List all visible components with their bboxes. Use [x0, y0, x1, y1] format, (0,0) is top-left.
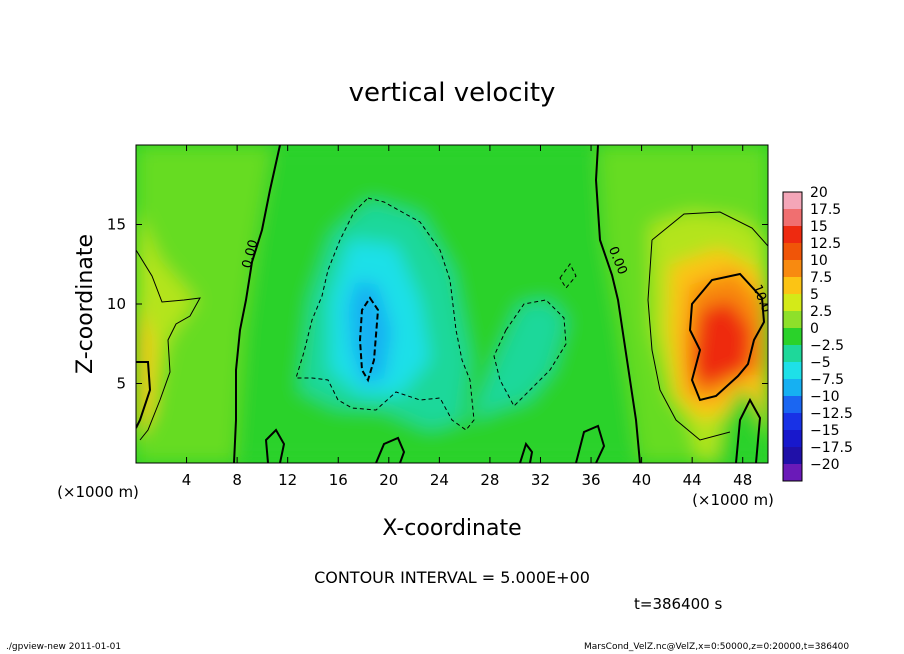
x-tick-label: 4 [182, 471, 192, 489]
x-tick-label: 16 [329, 471, 348, 489]
colorbar-label: 5 [810, 287, 819, 303]
colorbar-label: −5 [810, 355, 831, 371]
colorbar-swatch [783, 345, 802, 362]
contour-zero-bottom-d [575, 424, 606, 463]
x-axis-label: X-coordinate [382, 516, 521, 541]
colorbar-swatch [783, 362, 802, 379]
y-tick-label: 10 [107, 295, 126, 313]
contour-zero-bottom-e [735, 397, 762, 463]
colorbar-label: −10 [810, 389, 840, 405]
contour-label: 0.00 [240, 238, 262, 270]
colorbar-swatch [783, 209, 802, 226]
contour-interval-text: CONTOUR INTERVAL = 5.000E+00 [314, 568, 590, 587]
field-secondary-downdraft [470, 300, 566, 420]
x-tick-label: 40 [632, 471, 651, 489]
colorbar-swatch [783, 328, 802, 345]
colorbar-swatch [783, 430, 802, 447]
colorbar-label: −15 [810, 423, 840, 439]
x-tick-label: 36 [581, 471, 600, 489]
x-tick-label: 8 [232, 471, 242, 489]
field-right-lower-pocket [716, 388, 768, 463]
x-tick-label: 32 [531, 471, 550, 489]
contour-positive-left [136, 249, 201, 441]
colorbar-swatch [783, 413, 802, 430]
velocity-field [136, 145, 768, 463]
colorbar-swatch [783, 226, 802, 243]
x-tick-label: 20 [379, 471, 398, 489]
colorbar-swatch [783, 192, 802, 209]
colorbar-swatch [783, 379, 802, 396]
x-tick-label: 12 [278, 471, 297, 489]
field-right-updraft-core [692, 300, 752, 388]
time-label: t=386400 s [634, 595, 723, 613]
colorbar-swatch [783, 294, 802, 311]
contour-zero-left [233, 145, 281, 463]
contour-zero-bottom-c [519, 441, 534, 463]
x-tick-label: 28 [480, 471, 499, 489]
y-axis-ticks: 5 10 15 [107, 216, 768, 393]
colorbar-swatch [783, 447, 802, 464]
contour-negative-secondary [493, 299, 567, 407]
colorbar-label: −17.5 [810, 440, 853, 456]
contour-zero-bottom-a [264, 428, 286, 463]
contour-positive-right-left [647, 239, 731, 441]
contour-negative-outer [295, 197, 475, 431]
colorbar-label: 2.5 [810, 304, 832, 320]
x-tick-label: 24 [430, 471, 449, 489]
field-left-updraft-inner [136, 300, 152, 440]
contour-positive-right-top [651, 211, 768, 247]
colorbar-label: 10 [810, 253, 828, 269]
contour-lines [136, 145, 768, 463]
footer-right: MarsCond_VelZ.nc@VelZ,x=0:50000,z=0:2000… [584, 642, 850, 652]
y-tick-label: 15 [107, 216, 126, 234]
colorbar-label: 17.5 [810, 202, 841, 218]
contour-ten-right [688, 272, 766, 402]
colorbar-label: −2.5 [810, 338, 844, 354]
y-axis-label: Z-coordinate [73, 234, 98, 374]
x-unit-label-right: (×1000 m) [692, 491, 774, 509]
y-tick-label: 5 [116, 375, 126, 393]
colorbar-swatch [783, 311, 802, 328]
contour-negative-small [559, 263, 577, 289]
colorbar-label: 15 [810, 219, 828, 235]
field-downdraft-core [348, 280, 392, 385]
colorbar-label: 20 [810, 185, 828, 201]
colorbar: 2017.51512.5107.552.50−2.5−5−7.5−10−12.5… [782, 185, 853, 482]
x-axis-ticks: 4 8 12 16 20 24 28 32 36 40 44 48 [182, 145, 752, 489]
contour-zero-left-edge [136, 361, 152, 429]
colorbar-swatch [783, 277, 802, 294]
colorbar-label: 0 [810, 321, 819, 337]
colorbar-frame [782, 191, 803, 482]
colorbar-swatch [783, 464, 802, 481]
colorbar-label: 7.5 [810, 270, 832, 286]
x-tick-label: 48 [733, 471, 752, 489]
colorbar-label: 12.5 [810, 236, 841, 252]
colorbar-label: −7.5 [810, 372, 844, 388]
footer-left: ./gpview-new 2011-01-01 [6, 642, 122, 652]
colorbar-label: −12.5 [810, 406, 853, 422]
contour-zero-bottom-b [375, 436, 406, 463]
chart-title: vertical velocity [349, 78, 556, 108]
colorbar-swatch [783, 260, 802, 277]
x-tick-label: 44 [683, 471, 702, 489]
x-unit-label-left: (×1000 m) [57, 483, 139, 501]
colorbar-label: −20 [810, 457, 840, 473]
contour-zero-right [594, 145, 641, 463]
contour-negative-core [358, 296, 380, 383]
colorbar-swatch [783, 243, 802, 260]
colorbar-swatch [783, 396, 802, 413]
